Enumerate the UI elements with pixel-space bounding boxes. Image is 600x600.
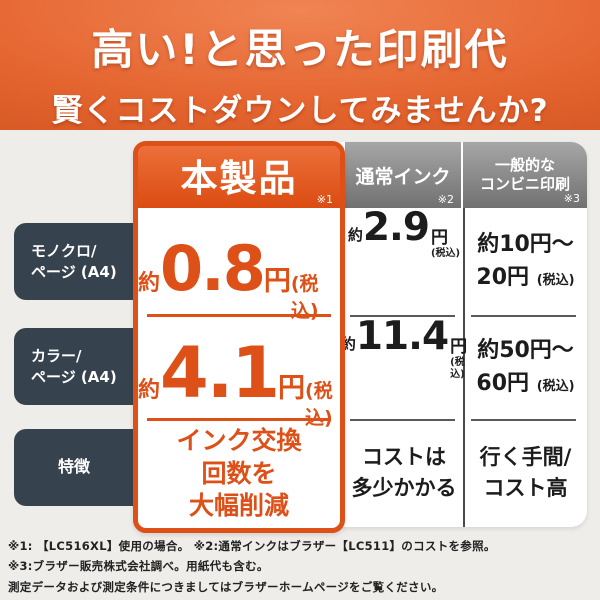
column-divider: [463, 208, 465, 527]
row-label-color: カラー/ ページ (A4): [14, 328, 134, 405]
product-column: 本製品 ※1 約0.8円(税込) 約4.1円(税込) インク交換 回数を 大幅削…: [133, 141, 345, 533]
tax-included-label: (税込): [536, 379, 575, 394]
row-label-color-line2: ページ (A4): [31, 367, 117, 386]
tax-included-label: (税込): [450, 356, 465, 380]
yen-unit: 円: [450, 337, 468, 357]
price-range-line2: 60円: [476, 371, 530, 396]
footnote-line-2: ※3:ブラザー販売株式会社調べ。用紙代も含む。: [8, 559, 269, 574]
row-divider-orange: [147, 418, 331, 421]
row-divider: [471, 315, 576, 317]
cell-convenience-mono-price: 約10円〜 20円 (税込): [466, 208, 585, 314]
column-header-convenience-line1: 一般的な: [494, 155, 555, 174]
feature-line: インク交換: [176, 426, 302, 456]
banner-title: 高い!と思った印刷代: [91, 25, 509, 74]
column-header-normal-ink-label: 通常インク: [355, 165, 451, 188]
banner-subtitle-emphasis: コストダウン: [115, 93, 308, 129]
footnote-line-1: ※1: 【LC516XL】使用の場合。 ※2:通常インクはブラザー【LC511】…: [8, 539, 496, 553]
tax-included-label: (税込): [536, 273, 575, 288]
footnote-marker-2: ※2: [437, 193, 454, 206]
approx-label: 約: [138, 378, 161, 403]
feature-line: 多少かかる: [351, 476, 457, 500]
cell-ink-feature: コストは 多少かかる: [345, 421, 463, 525]
yen-unit: 円: [430, 228, 448, 248]
row-divider: [350, 419, 455, 421]
price-range-line1: 約10円〜: [477, 232, 574, 257]
feature-line: 回数を: [201, 458, 277, 488]
feature-line: 行く手間/: [479, 444, 572, 469]
banner-subtitle: 賢くコストダウンしてみませんか?: [0, 85, 600, 130]
price-range-line1: 約50円〜: [477, 338, 574, 363]
feature-line: 大幅削減: [188, 491, 289, 521]
row-label-feature-text: 特徴: [57, 457, 90, 477]
tax-included-label: (税込): [430, 247, 461, 259]
row-label-monochrome-line1: モノクロ/: [31, 241, 97, 260]
yen-unit: 円: [278, 373, 306, 404]
cell-ink-mono-price: 約 2.9 円 (税込): [345, 208, 463, 314]
footnote-line-3: 測定データおよび測定条件につきましてはブラザーホームページをご覧ください。: [8, 579, 444, 594]
cell-product-mono-price: 約 0.8 円 (税込): [138, 208, 340, 323]
promo-banner: 高い!と思った印刷代 賢くコストダウンしてみませんか?: [0, 0, 600, 130]
footnotes: ※1: 【LC516XL】使用の場合。 ※2:通常インクはブラザー【LC511】…: [8, 536, 594, 597]
approx-label: 約: [138, 271, 161, 296]
row-divider-orange: [147, 314, 331, 317]
price-range-line2: 20円: [476, 265, 530, 290]
yen-unit: 円: [263, 266, 291, 297]
cell-convenience-color-price: 約50円〜 60円 (税込): [466, 317, 585, 417]
footnote-marker-3: ※3: [563, 191, 580, 205]
feature-line: コストは: [362, 444, 446, 469]
price-value: 4.1: [160, 332, 280, 414]
column-header-convenience-line2: コンビニ印刷: [479, 175, 570, 193]
row-label-monochrome: モノクロ/ ページ (A4): [14, 223, 134, 300]
price-value: 11.4: [355, 314, 449, 359]
column-header-normal-ink: 通常インク ※2: [345, 142, 461, 208]
price-value: 2.9: [362, 205, 430, 250]
feature-line: コスト高: [483, 476, 568, 500]
cell-product-color-price: 約4.1円(税込): [138, 316, 340, 429]
column-header-product-label: 本製品: [180, 157, 298, 200]
row-label-color-line1: カラー/: [31, 346, 82, 365]
column-header-product: 本製品 ※1: [138, 146, 340, 208]
cell-ink-color-price: 約 11.4 円 (税込): [341, 314, 467, 417]
approx-label: 約: [347, 226, 363, 244]
row-label-monochrome-line2: ページ (A4): [31, 262, 117, 281]
row-divider: [471, 419, 576, 421]
cell-product-feature: インク交換 回数を 大幅削減: [138, 420, 340, 528]
price-value: 0.8: [160, 232, 266, 305]
row-label-feature: 特徴: [14, 429, 134, 506]
footnote-marker-1: ※1: [316, 193, 333, 206]
cell-convenience-feature: 行く手間/ コスト高: [466, 421, 585, 525]
banner-subtitle-prefix: 賢く: [51, 93, 116, 129]
banner-subtitle-suffix: してみませんか?: [307, 93, 549, 129]
column-header-convenience: 一般的な コンビニ印刷 ※3: [463, 142, 587, 208]
row-divider: [350, 315, 455, 317]
